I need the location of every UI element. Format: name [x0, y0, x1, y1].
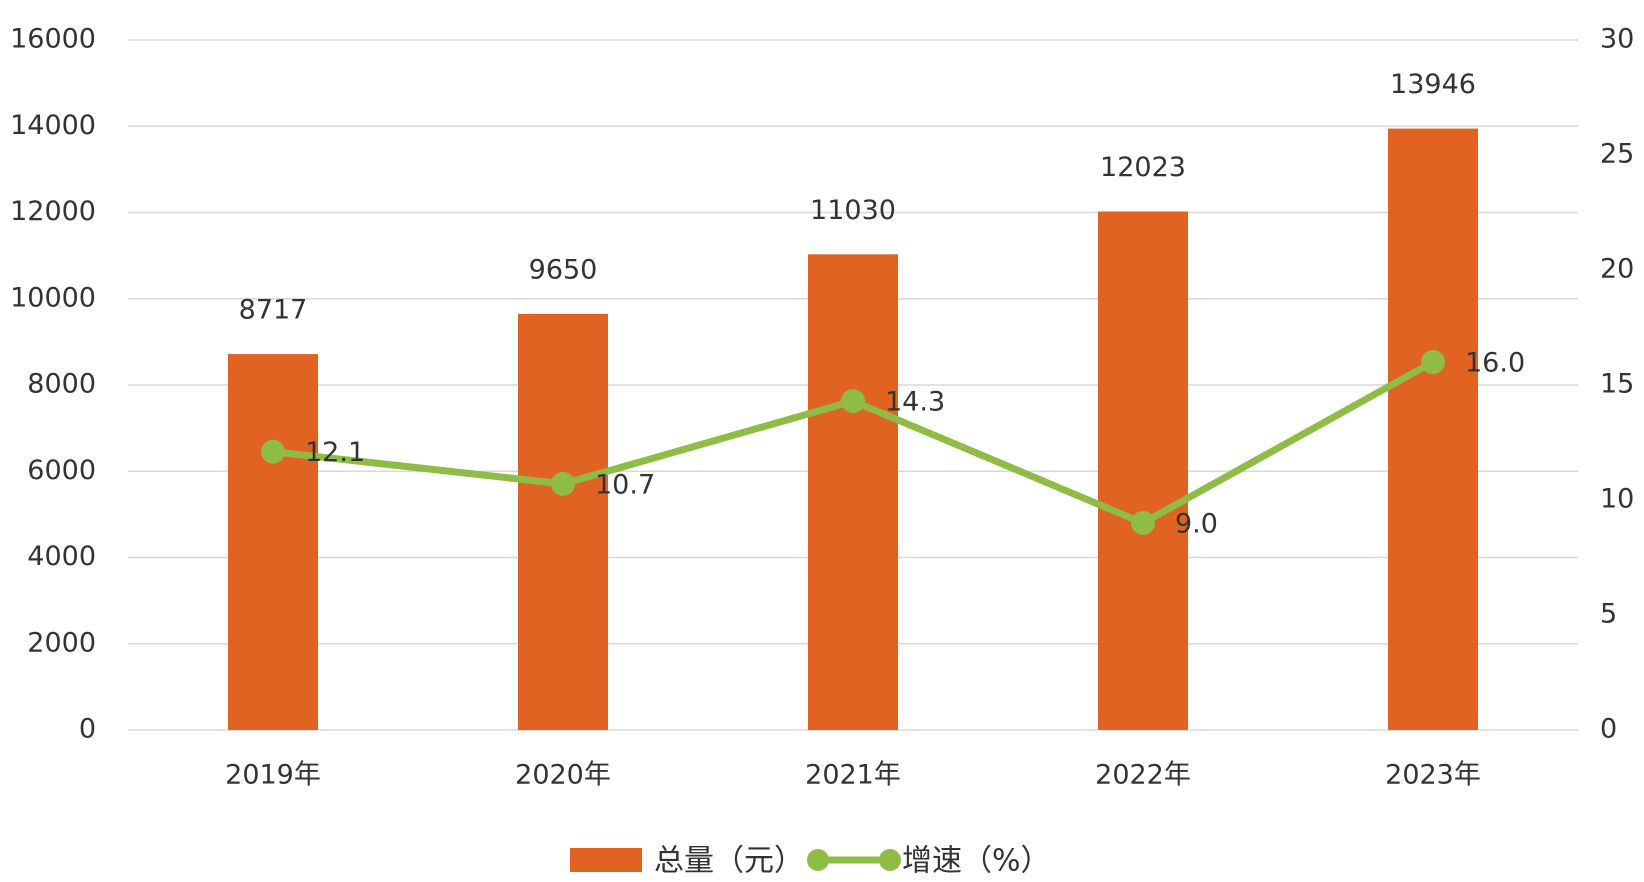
bar — [1388, 128, 1478, 731]
bar — [1098, 211, 1188, 730]
data-label: 10.7 — [595, 469, 655, 500]
y-tick-label: 0 — [79, 714, 96, 745]
line-marker — [551, 471, 575, 496]
bar — [808, 254, 898, 731]
legend-swatch — [570, 848, 642, 872]
data-label: 14.3 — [885, 387, 945, 418]
line-marker — [1421, 350, 1445, 374]
data-label: 12023 — [1100, 152, 1186, 183]
bar — [228, 354, 318, 730]
data-label: 16.0 — [1465, 348, 1525, 379]
y-tick-label: 16000 — [10, 24, 96, 55]
x-tick-label: 2022年 — [1095, 760, 1191, 791]
y2-tick-label: 0 — [1600, 714, 1617, 745]
y2-tick-label: 25 — [1600, 139, 1634, 170]
legend-label: 总量（元） — [654, 844, 804, 879]
line-marker — [841, 389, 865, 414]
x-tick-label: 2023年 — [1385, 760, 1481, 791]
legend-swatch — [879, 849, 901, 871]
data-label: 12.1 — [305, 437, 365, 468]
y2-tick-label: 5 — [1600, 599, 1617, 630]
y-tick-label: 2000 — [27, 627, 96, 658]
x-tick-label: 2019年 — [225, 760, 321, 791]
line-marker — [1131, 511, 1155, 535]
bar — [518, 313, 608, 730]
y-tick-label: 8000 — [27, 369, 96, 400]
y2-tick-label: 10 — [1600, 484, 1634, 515]
y-tick-label: 10000 — [10, 282, 96, 313]
y-tick-label: 4000 — [27, 541, 96, 572]
legend-swatch — [807, 849, 829, 871]
line-marker — [261, 439, 285, 464]
data-label: 11030 — [810, 195, 896, 226]
x-tick-label: 2020年 — [515, 760, 611, 791]
y2-tick-label: 30 — [1600, 24, 1634, 55]
y2-tick-label: 15 — [1600, 369, 1634, 400]
legend-label: 增速（%） — [902, 844, 1051, 879]
data-label: 9.0 — [1175, 509, 1218, 540]
y-tick-label: 6000 — [27, 455, 96, 486]
y2-tick-label: 20 — [1600, 254, 1634, 285]
y-tick-label: 12000 — [10, 196, 96, 227]
data-label: 9650 — [529, 254, 598, 285]
x-tick-label: 2021年 — [805, 760, 901, 791]
data-label: 8717 — [239, 295, 308, 326]
y-tick-label: 14000 — [10, 110, 96, 141]
data-label: 13946 — [1390, 69, 1476, 100]
